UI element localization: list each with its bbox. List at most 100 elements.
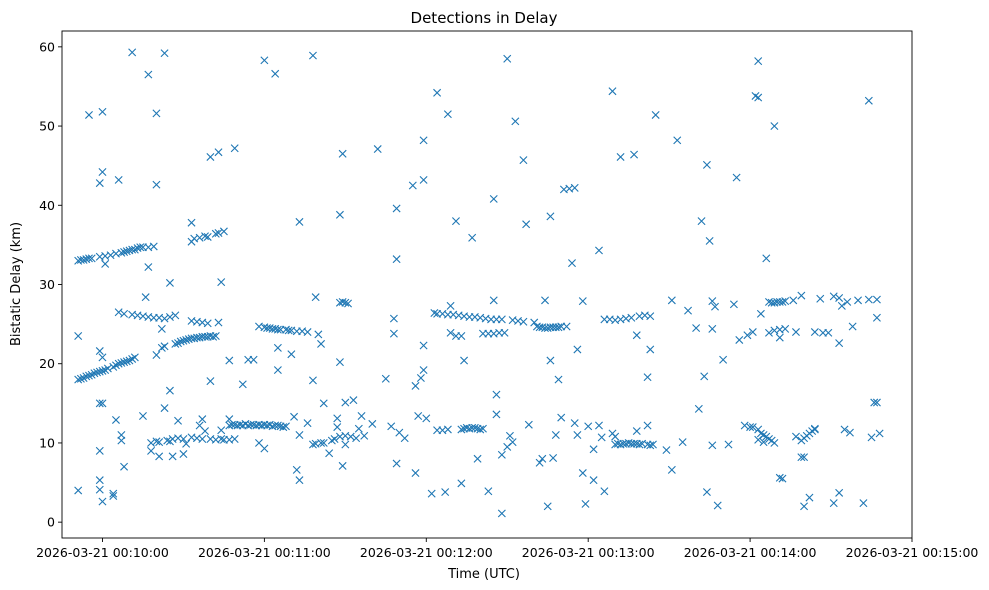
data-point xyxy=(165,278,174,287)
data-point xyxy=(835,488,844,497)
data-point xyxy=(381,374,390,383)
x-axis-label: Time (UTC) xyxy=(447,567,520,582)
data-point xyxy=(702,160,711,169)
data-point xyxy=(522,220,531,229)
data-point xyxy=(144,70,153,79)
data-point xyxy=(76,374,85,383)
data-point xyxy=(568,259,576,268)
data-point xyxy=(314,330,323,339)
data-point xyxy=(165,312,174,321)
data-point xyxy=(597,433,606,442)
data-point xyxy=(152,180,161,189)
data-point xyxy=(341,298,350,307)
data-point xyxy=(729,300,738,309)
data-point xyxy=(489,296,498,305)
data-point xyxy=(114,308,123,317)
data-point xyxy=(754,57,763,66)
data-point xyxy=(497,450,506,459)
data-point xyxy=(249,355,258,364)
data-point xyxy=(179,434,188,443)
data-point xyxy=(746,423,755,432)
data-point xyxy=(708,324,717,333)
data-point xyxy=(273,421,282,430)
data-point xyxy=(211,229,220,238)
data-point xyxy=(117,436,126,445)
data-point xyxy=(551,431,560,440)
data-point xyxy=(352,434,361,443)
data-point xyxy=(667,465,676,474)
data-point xyxy=(311,293,320,302)
data-point xyxy=(357,412,366,420)
data-point xyxy=(74,332,83,340)
data-point xyxy=(748,328,757,337)
data-point xyxy=(608,87,617,96)
data-point xyxy=(84,254,93,263)
data-point xyxy=(829,292,838,301)
data-point xyxy=(273,343,282,352)
data-point xyxy=(549,454,558,462)
data-point xyxy=(368,419,377,428)
data-point xyxy=(708,297,717,306)
data-point xyxy=(694,404,703,413)
data-point xyxy=(543,502,552,511)
data-point xyxy=(271,69,280,78)
data-point xyxy=(810,425,819,434)
data-point xyxy=(98,399,107,408)
data-point xyxy=(519,156,528,165)
data-point xyxy=(589,476,598,485)
data-point xyxy=(775,473,784,482)
data-point xyxy=(411,469,420,478)
data-point xyxy=(98,353,107,362)
data-point xyxy=(473,454,482,463)
data-point xyxy=(584,422,593,431)
data-point xyxy=(800,502,809,511)
data-point xyxy=(632,331,641,340)
data-point xyxy=(443,425,452,434)
data-point xyxy=(864,96,873,105)
data-point xyxy=(497,509,506,518)
x-tick-label: 2026-03-21 00:13:00 xyxy=(522,545,655,560)
data-point xyxy=(120,309,129,318)
data-point xyxy=(319,438,328,447)
data-point xyxy=(284,326,293,335)
data-point xyxy=(160,49,169,58)
data-point xyxy=(797,291,806,300)
data-point xyxy=(778,474,787,483)
data-point xyxy=(346,432,355,441)
data-point xyxy=(187,218,196,227)
data-point xyxy=(95,446,104,455)
data-point xyxy=(260,56,269,65)
data-point xyxy=(171,339,180,348)
data-point xyxy=(843,297,852,306)
x-tick-label: 2026-03-21 00:12:00 xyxy=(360,545,493,560)
data-point xyxy=(872,313,881,322)
data-point xyxy=(764,328,773,337)
data-point xyxy=(646,441,655,450)
data-point xyxy=(433,88,442,97)
data-point xyxy=(319,399,328,408)
data-point xyxy=(816,294,825,303)
data-point xyxy=(864,295,873,304)
data-point xyxy=(705,236,714,245)
data-point xyxy=(160,314,169,323)
data-point xyxy=(562,322,571,331)
data-point xyxy=(835,293,844,302)
data-point xyxy=(360,431,369,440)
data-point xyxy=(101,259,110,268)
data-point xyxy=(457,425,466,434)
data-point xyxy=(308,440,317,449)
data-point xyxy=(430,309,439,318)
data-point xyxy=(770,438,779,447)
data-point xyxy=(805,493,814,502)
data-point xyxy=(870,398,879,407)
data-point xyxy=(646,345,655,354)
data-point xyxy=(648,440,657,449)
y-axis-label: Bistatic Delay (km) xyxy=(9,222,24,346)
data-point xyxy=(713,501,722,510)
data-point xyxy=(238,380,247,389)
data-point xyxy=(692,324,701,333)
data-point xyxy=(756,309,765,318)
data-point xyxy=(84,371,93,380)
data-point xyxy=(111,415,120,424)
data-point xyxy=(732,173,741,182)
